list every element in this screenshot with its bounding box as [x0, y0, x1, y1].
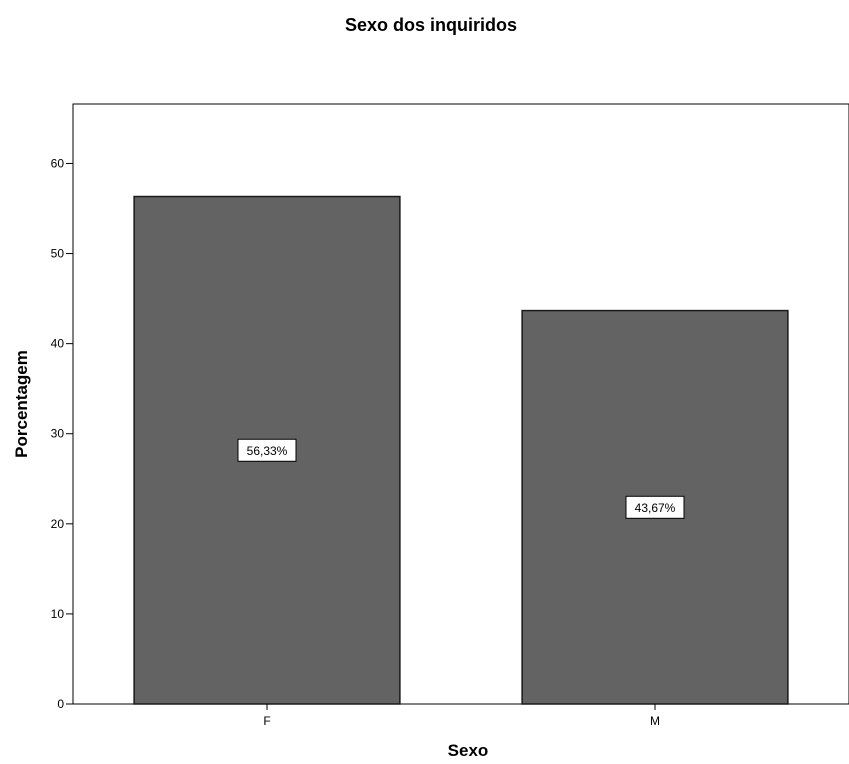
- data-label-F: 56,33%: [247, 444, 288, 458]
- y-tick-label: 60: [51, 156, 65, 170]
- data-label-box: [237, 438, 297, 462]
- y-tick-label: 40: [51, 337, 65, 351]
- y-tick-label: 10: [51, 607, 65, 621]
- x-axis-title: Sexo: [448, 741, 489, 760]
- data-label-box: [625, 495, 685, 519]
- bars-group: 56,33% 43,67%: [133, 195, 789, 705]
- x-tick-label-M: M: [650, 714, 660, 728]
- data-label-M: 43,67%: [635, 501, 676, 515]
- y-tick-label: 20: [51, 517, 65, 531]
- y-tick-label: 0: [57, 697, 64, 711]
- y-tick-label: 50: [51, 247, 65, 261]
- y-axis: 0 10 20 30 40 50 60: [51, 156, 73, 711]
- chart-title: Sexo dos inquiridos: [345, 15, 517, 35]
- x-tick-label-F: F: [263, 714, 270, 728]
- y-axis-title: Porcentagem: [12, 350, 31, 458]
- y-tick-label: 30: [51, 427, 65, 441]
